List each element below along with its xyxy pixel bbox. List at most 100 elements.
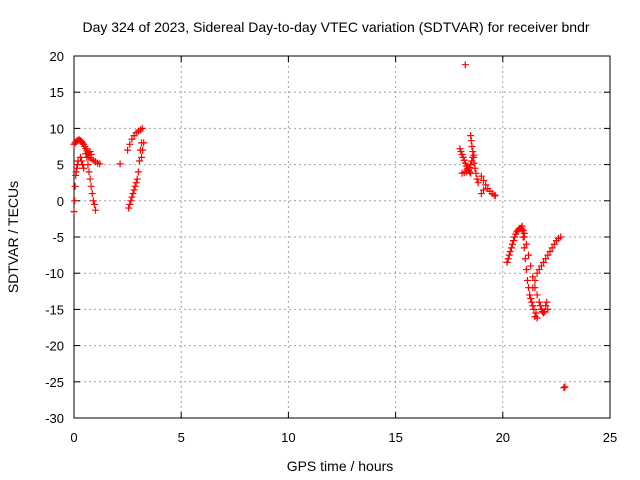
data-point (127, 197, 135, 205)
data-point (474, 179, 482, 187)
data-point (78, 157, 86, 165)
data-point (507, 244, 515, 252)
data-point (530, 305, 538, 313)
data-point (91, 206, 99, 214)
data-point (469, 148, 477, 156)
data-point (90, 200, 98, 208)
axis-ticks: 0 5 10 15 20 25 -30 -25 -20 -15 -10 -5 0 5 10 15 20 (45, 49, 617, 445)
data-point (124, 146, 132, 154)
data-point (96, 160, 104, 168)
data-point (520, 233, 528, 241)
data-point (89, 197, 97, 205)
data-point (132, 179, 140, 187)
data-point (472, 169, 480, 177)
data-point (491, 192, 499, 200)
y-tick-label: -25 (45, 375, 64, 390)
data-point (533, 314, 541, 322)
data-point (134, 168, 142, 176)
data-point (79, 139, 87, 147)
data-point (82, 150, 90, 158)
data-point (130, 186, 138, 194)
data-point (135, 157, 143, 165)
data-point (85, 168, 93, 176)
data-point (561, 383, 569, 391)
data-point (131, 182, 139, 190)
data-point (532, 309, 540, 317)
data-point (80, 164, 88, 172)
data-point (544, 305, 552, 313)
y-tick-label: 5 (57, 158, 64, 173)
data-point (510, 237, 518, 245)
data-point (467, 137, 475, 145)
y-tick-label: 15 (50, 85, 64, 100)
data-point (529, 302, 537, 310)
data-point (531, 276, 539, 284)
data-point (471, 164, 479, 172)
data-point (522, 240, 530, 248)
data-point (469, 153, 477, 161)
data-point (140, 139, 148, 147)
data-point (477, 172, 485, 180)
data-point (521, 255, 529, 263)
y-tick-label: -5 (52, 230, 64, 245)
data-point (128, 135, 136, 143)
data-point (129, 190, 137, 198)
data-point (73, 164, 81, 172)
y-tick-label: -10 (45, 266, 64, 281)
data-point (87, 150, 95, 158)
data-point (525, 251, 533, 259)
x-tick-label: 10 (281, 430, 295, 445)
data-point (470, 159, 478, 167)
data-point (527, 295, 535, 303)
data-point (116, 160, 124, 168)
data-point (128, 193, 136, 201)
data-point (138, 153, 146, 161)
data-point (557, 233, 565, 241)
data-point (467, 161, 475, 169)
data-point (506, 247, 514, 255)
data-point (527, 262, 535, 270)
data-point (477, 190, 485, 198)
data-point (550, 240, 558, 248)
data-point (540, 258, 548, 266)
data-point (523, 276, 531, 284)
data-point (70, 208, 78, 216)
x-tick-label: 15 (388, 430, 402, 445)
data-point (522, 266, 530, 274)
y-tick-label: 10 (50, 121, 64, 136)
data-point (518, 222, 526, 230)
data-point (535, 298, 543, 306)
data-point (468, 143, 476, 150)
y-axis-label: SDTVAR / TECUs (5, 181, 21, 293)
data-point (503, 258, 511, 266)
data-point (526, 291, 534, 299)
data-point (88, 190, 96, 198)
chart-title: Day 324 of 2023, Sidereal Day-to-day VTE… (82, 19, 589, 35)
x-tick-label: 20 (496, 430, 510, 445)
data-point (136, 126, 144, 134)
data-point (133, 175, 141, 183)
data-point (540, 309, 548, 317)
x-tick-label: 0 (70, 430, 77, 445)
data-point (139, 146, 147, 154)
data-point (520, 244, 528, 252)
data-point (71, 182, 79, 190)
data-point (528, 298, 536, 306)
data-point (505, 251, 513, 259)
data-point (125, 204, 133, 212)
data-point (84, 161, 92, 169)
data-point (490, 191, 498, 199)
data-point (560, 384, 568, 392)
x-axis-label: GPS time / hours (287, 458, 394, 474)
data-point (461, 61, 469, 69)
data-point (467, 132, 475, 140)
data-point (533, 291, 541, 299)
data-point (543, 298, 551, 306)
data-point (482, 181, 490, 189)
data-point (480, 186, 488, 194)
data-point (537, 262, 545, 270)
data-point (529, 284, 537, 292)
data-point (542, 255, 550, 263)
